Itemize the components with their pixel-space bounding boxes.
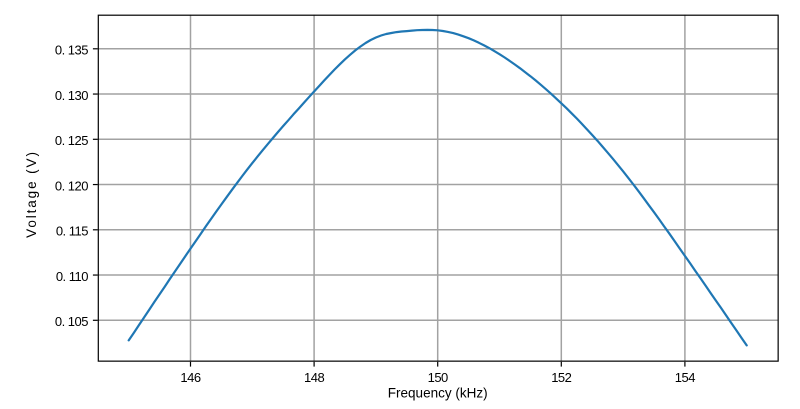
svg-text:0. 135: 0. 135 <box>55 43 88 58</box>
svg-text:148: 148 <box>304 370 324 385</box>
svg-text:152: 152 <box>551 370 571 385</box>
svg-text:154: 154 <box>675 370 695 385</box>
svg-text:0. 115: 0. 115 <box>56 224 88 239</box>
svg-text:0. 105: 0. 105 <box>55 314 88 329</box>
svg-text:146: 146 <box>180 370 200 385</box>
svg-text:0. 130: 0. 130 <box>55 88 88 103</box>
svg-text:150: 150 <box>428 370 448 385</box>
svg-text:0. 120: 0. 120 <box>55 178 88 193</box>
svg-text:Voltage (V): Voltage (V) <box>24 150 39 238</box>
svg-text:Frequency (kHz): Frequency (kHz) <box>388 386 488 401</box>
svg-text:0. 125: 0. 125 <box>55 133 88 148</box>
svg-text:0. 110: 0. 110 <box>56 269 88 284</box>
